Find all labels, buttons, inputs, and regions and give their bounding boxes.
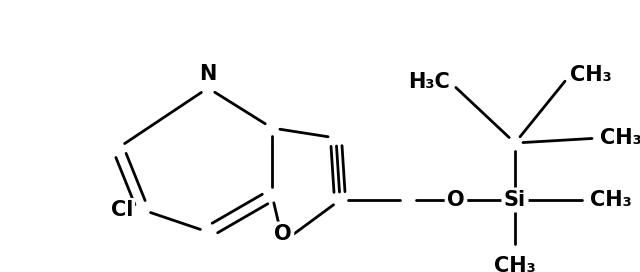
Text: CH₃: CH₃ (600, 128, 640, 148)
Text: O: O (274, 224, 292, 244)
Text: CH₃: CH₃ (494, 256, 536, 272)
Text: H₃C: H₃C (408, 72, 450, 92)
Text: CH₃: CH₃ (570, 65, 612, 85)
Text: N: N (199, 64, 217, 84)
Text: O: O (447, 190, 465, 210)
Text: Cl: Cl (111, 200, 133, 220)
Text: Si: Si (504, 190, 526, 210)
Text: CH₃: CH₃ (590, 190, 632, 210)
